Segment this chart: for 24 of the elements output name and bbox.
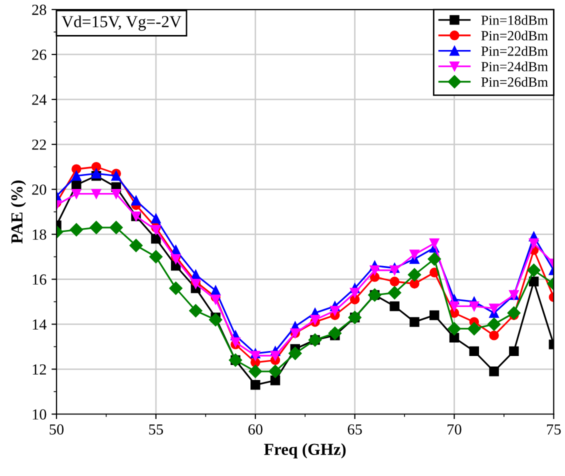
x-tick-label: 70 [448, 424, 462, 435]
legend-label: Pin=26dBm [481, 76, 548, 87]
y-tick-label: 24 [32, 94, 47, 105]
legend-label: Pin=24dBm [481, 62, 548, 72]
annotation: Vd=15V, Vg=-2V [62, 16, 182, 31]
y-tick-label: 16 [32, 274, 46, 285]
x-tick-label: 75 [547, 424, 561, 435]
x-tick-label: 55 [149, 424, 163, 435]
y-tick-label: 18 [32, 229, 46, 240]
y-tick-label: 28 [32, 4, 46, 15]
y-tick-label: 22 [32, 140, 46, 150]
x-tick-label: 60 [248, 424, 262, 435]
x-tick-label: 65 [348, 424, 362, 435]
y-tick-label: 10 [32, 409, 46, 420]
legend-label: Pin=22dBm [481, 46, 548, 56]
y-tick-label: 14 [32, 319, 47, 330]
legend-label: Pin=20dBm [481, 30, 548, 40]
y-tick-label: 20 [32, 184, 46, 195]
y-axis-title: PAE (%) [10, 180, 26, 244]
y-tick-label: 12 [32, 364, 46, 374]
x-axis-title: Freq (GHz) [264, 443, 346, 458]
y-tick-label: 26 [32, 50, 46, 60]
x-tick-label: 50 [50, 424, 64, 435]
legend-label: Pin=18dBm [481, 15, 548, 25]
